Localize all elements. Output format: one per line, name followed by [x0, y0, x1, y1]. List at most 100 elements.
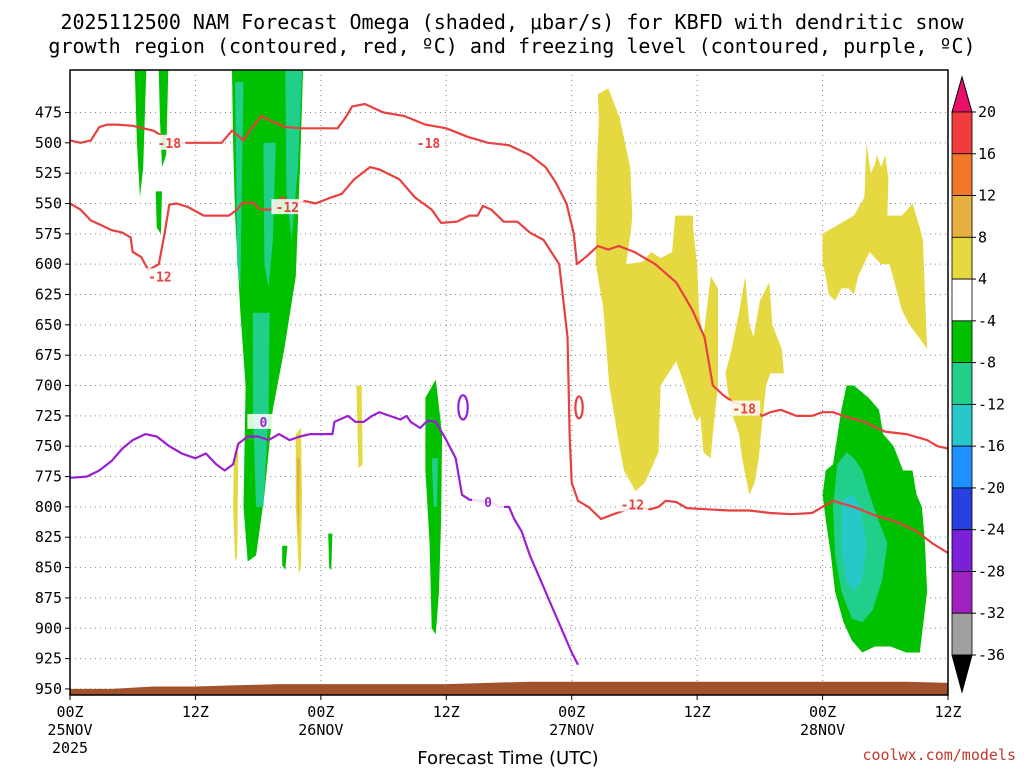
contour-label: -18 — [732, 403, 756, 418]
y-tick-label: 575 — [35, 225, 62, 243]
omega-region — [328, 533, 333, 570]
colorbar-swatch — [951, 111, 973, 155]
contour-label: -12 — [276, 201, 299, 216]
contour-label: 0 — [259, 416, 267, 431]
x-tick-label: 12Z — [934, 703, 961, 721]
y-tick-label: 900 — [35, 619, 62, 637]
x-tick-date-label: 26NOV — [298, 721, 343, 739]
chart-title-line-1: 2025112500 NAM Forecast Omega (shaded, μ… — [60, 10, 964, 34]
colorbar-label: -32 — [978, 604, 1005, 622]
colorbar-label: -20 — [978, 479, 1005, 497]
colorbar: 20 16 12 8 4 -4 -8 -12 -16 -20 -24 -28 -32 -36 — [951, 75, 1005, 694]
colorbar-label: -28 — [978, 562, 1005, 580]
y-tick-label: 600 — [35, 255, 62, 273]
y-tick-label: 700 — [35, 377, 62, 395]
y-tick-label: 525 — [35, 164, 62, 182]
omega-region — [841, 494, 867, 592]
x-tick-label: 12Z — [182, 703, 209, 721]
chart-title-line-2: growth region (contoured, red, ºC) and f… — [48, 34, 976, 58]
terrain-fill — [70, 681, 948, 695]
colorbar-label: 12 — [978, 187, 996, 205]
colorbar-swatch — [951, 612, 973, 656]
contour-line — [70, 102, 948, 450]
contour-layer — [70, 102, 948, 666]
x-axis-title: Forecast Time (UTC) — [417, 748, 598, 768]
y-tick-label: 725 — [35, 407, 62, 425]
contour-label: -12 — [621, 498, 644, 513]
colorbar-swatch — [951, 403, 973, 447]
colorbar-label: -4 — [978, 312, 996, 330]
colorbar-swatch — [951, 362, 973, 405]
contour-labels: -18 -18 -18 -12 -12 -12 0 0 — [143, 134, 761, 513]
omega-region — [263, 142, 276, 289]
omega-region — [822, 142, 928, 350]
colorbar-label: -12 — [978, 395, 1005, 413]
x-tick-year-label: 2025 — [52, 739, 88, 757]
contour-label: 0 — [484, 496, 492, 511]
x-tick-label: 12Z — [684, 703, 711, 721]
contour-label-bg — [153, 134, 186, 150]
contour-line — [70, 166, 948, 554]
colorbar-swatch — [951, 487, 973, 531]
omega-region — [285, 70, 302, 240]
colorbar-label: 20 — [978, 103, 996, 121]
y-tick-label: 650 — [35, 316, 62, 334]
contour-label: -18 — [158, 137, 182, 152]
colorbar-swatch — [951, 236, 973, 280]
contour-loop — [574, 395, 584, 420]
y-tick-label: 850 — [35, 559, 62, 577]
y-tick-label: 550 — [35, 194, 62, 212]
colorbar-swatch — [951, 320, 973, 364]
x-tick-label: 00Z — [558, 703, 585, 721]
omega-region — [233, 452, 239, 562]
contour-label-bg — [271, 199, 304, 215]
contour-label: -12 — [148, 270, 171, 285]
plot-frame — [69, 69, 949, 696]
x-tick-date-label: 25NOV — [47, 721, 92, 739]
omega-region — [134, 70, 147, 198]
x-tick-label: 12Z — [433, 703, 460, 721]
colorbar-swatch — [951, 571, 973, 614]
y-tick-label: 950 — [35, 680, 62, 698]
colorbar-top-arrow — [951, 75, 973, 113]
colorbar-swatch — [951, 445, 973, 489]
y-axis: 475 500 525 550 575 600 625 650 675 700 725 750 775 8… — [35, 103, 70, 698]
y-tick-label: 800 — [35, 498, 62, 516]
x-tick-date-label: 27NOV — [549, 721, 594, 739]
colorbar-label: 8 — [978, 228, 987, 246]
colorbar-swatch — [951, 195, 973, 238]
contour-label-bg — [143, 268, 176, 284]
omega-region — [725, 276, 784, 495]
y-tick-label: 475 — [35, 103, 62, 121]
contour-label-bg — [728, 400, 761, 416]
y-tick-label: 625 — [35, 286, 62, 304]
colorbar-swatch — [951, 153, 973, 196]
omega-region — [595, 88, 718, 492]
y-tick-label: 750 — [35, 437, 62, 455]
y-tick-label: 925 — [35, 650, 62, 668]
y-tick-label: 675 — [35, 346, 62, 364]
colorbar-swatch — [951, 529, 973, 572]
contour-loop — [457, 394, 469, 421]
x-tick-label: 00Z — [809, 703, 836, 721]
colorbar-label: 16 — [978, 145, 996, 163]
colorbar-bottom-arrow — [951, 654, 973, 694]
contour-label-bg — [247, 413, 280, 429]
colorbar-label: -16 — [978, 437, 1005, 455]
colorbar-label: -36 — [978, 646, 1005, 664]
omega-shading — [134, 70, 928, 653]
colorbar-label: -8 — [978, 354, 996, 372]
contour-label-bg — [616, 496, 649, 512]
terrain-layer — [70, 681, 948, 695]
contour-label-bg — [472, 494, 505, 510]
y-tick-label: 500 — [35, 134, 62, 152]
y-tick-label: 825 — [35, 528, 62, 546]
omega-region — [356, 385, 363, 469]
x-tick-label: 00Z — [307, 703, 334, 721]
colorbar-label: 4 — [978, 270, 987, 288]
omega-region — [155, 191, 162, 234]
omega-region — [431, 458, 438, 507]
credit-text: coolwx.com/models — [862, 746, 1016, 764]
